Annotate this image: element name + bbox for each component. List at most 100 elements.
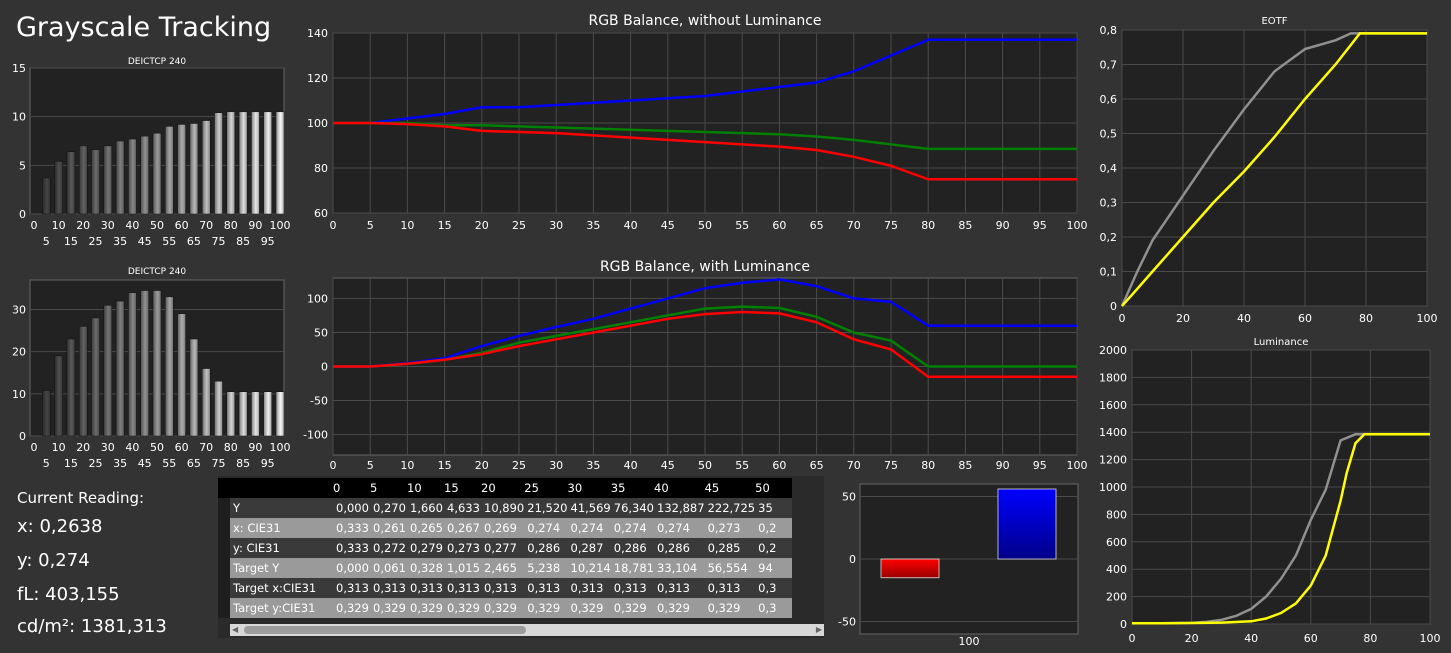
table-cell: 0,269	[481, 518, 525, 538]
chart-title: Luminance	[1254, 337, 1309, 348]
row-header-cell[interactable]	[218, 558, 230, 578]
x-tick-label: 65	[187, 457, 201, 470]
x-tick-label: 80	[1363, 632, 1377, 645]
x-tick-label: 35	[586, 219, 600, 232]
y-tick-label: 100	[307, 292, 328, 305]
x-tick-label: 70	[847, 219, 861, 232]
column-header: 50	[755, 478, 793, 498]
table-header-row: 0 5 10 15 20 25 30 35 40 45 50	[218, 478, 793, 498]
x-tick-label: 40	[1244, 632, 1258, 645]
table-cell: 4,633	[444, 498, 481, 518]
y-tick-label: 10	[12, 388, 26, 401]
row-header-cell[interactable]	[218, 498, 230, 518]
x-tick-label: 100	[1417, 312, 1438, 325]
table-cell: 0,2	[755, 518, 793, 538]
bar	[214, 380, 223, 437]
y-tick-label: 0,4	[1100, 162, 1118, 175]
table-cell: 41,569	[567, 498, 611, 518]
y-tick-label: 600	[1106, 536, 1127, 549]
x-tick-label: 10	[52, 441, 66, 454]
bar	[140, 135, 149, 215]
bar	[238, 391, 248, 437]
x-tick-label: 45	[661, 459, 675, 472]
reading-cdm2: cd/m²: 1381,313	[17, 616, 167, 637]
table-cell: 0,285	[704, 538, 756, 558]
eotf-chart: EOTF 0 0,1 0,2 0,3 0,4 0,5 0,6 0,7 0,8 0 20 40 60 80 10…	[1100, 16, 1438, 325]
x-tick-label: 80	[1359, 312, 1373, 325]
table-cell: 0,313	[610, 578, 654, 598]
x-tick-label: 75	[884, 459, 898, 472]
row-header-cell[interactable]	[218, 578, 230, 598]
column-header: 25	[524, 478, 568, 498]
chart-title: DEICTCP 240	[128, 267, 187, 277]
table-cell: 0,313	[333, 578, 370, 598]
bar	[238, 111, 248, 215]
x-tick-label: 20	[475, 219, 489, 232]
table-cell: 0,333	[333, 538, 370, 558]
table-cell: 0,061	[370, 558, 407, 578]
row-header-cell[interactable]	[218, 538, 230, 558]
x-tick-label: 15	[64, 235, 78, 248]
table-cell: 0,274	[567, 518, 611, 538]
x-tick-label: 10	[52, 219, 66, 232]
deictcp-bottom-chart: DEICTCP 240 0 10 20 30 0 10 20 30 40 50 60 70 80 90 100…	[12, 267, 291, 470]
rgb-delta-bar-chart: -50 0 50 100	[838, 483, 1079, 648]
table-cell: 5,238	[524, 558, 568, 578]
row-header-cell[interactable]	[218, 598, 230, 618]
column-header: 35	[610, 478, 654, 498]
series-line	[1131, 433, 1430, 625]
reading-fl: fL: 403,155	[17, 584, 120, 605]
x-tick-label: 50	[150, 219, 164, 232]
series-line	[1120, 32, 1427, 307]
bar	[251, 111, 260, 215]
bar	[42, 177, 51, 215]
chart-title: RGB Balance, without Luminance	[588, 13, 821, 29]
table-cell: 0,329	[524, 598, 568, 618]
x-tick-label: 40	[125, 219, 139, 232]
row-label: y: CIE31	[230, 538, 333, 558]
column-header: 45	[704, 478, 756, 498]
x-tick-label: 0	[31, 441, 38, 454]
x-tick-label: 70	[847, 459, 861, 472]
table-horizontal-scrollbar[interactable]: ◀ ▶	[230, 624, 824, 636]
table-cell: 10,214	[567, 558, 611, 578]
bar	[275, 111, 285, 215]
x-tick-label: 75	[212, 457, 226, 470]
y-tick-label: 15	[12, 62, 26, 75]
x-tick-label: 60	[175, 219, 189, 232]
x-tick-label: 20	[76, 219, 90, 232]
table-cell: 56,554	[704, 558, 756, 578]
bar	[189, 123, 199, 215]
y-tick-label: 50	[842, 491, 856, 504]
table-cell: 0,3	[755, 598, 793, 618]
table-cell: 0,261	[370, 518, 407, 538]
x-tick-label: 5	[367, 459, 374, 472]
x-tick-label: 40	[1237, 312, 1251, 325]
table-cell: 0,329	[610, 598, 654, 618]
measurement-table: 0 5 10 15 20 25 30 35 40 45 50 Y 0,000 0,2…	[218, 478, 793, 618]
table-row: Y 0,000 0,270 1,660 4,633 10,890 21,520 41,569 7…	[218, 498, 793, 518]
scrollbar-thumb[interactable]	[244, 626, 526, 634]
y-tick-label: 0,1	[1100, 266, 1118, 279]
scroll-left-arrow-icon[interactable]: ◀	[232, 625, 239, 634]
x-tick-label: 100	[959, 635, 980, 648]
y-tick-label: 5	[19, 159, 26, 172]
bar	[78, 326, 88, 437]
scroll-right-arrow-icon[interactable]: ▶	[815, 625, 822, 634]
x-tick-label: 20	[76, 441, 90, 454]
row-header-cell[interactable]	[218, 518, 230, 538]
table-cell: 2,465	[481, 558, 525, 578]
series-line	[333, 310, 1077, 378]
y-tick-label: 10	[12, 111, 26, 124]
row-label: Target y:CIE31	[230, 598, 333, 618]
table-cell: 94	[755, 558, 793, 578]
x-tick-label: 90	[996, 219, 1010, 232]
x-tick-label: 5	[367, 219, 374, 232]
x-tick-label: 60	[1298, 312, 1312, 325]
x-tick-label: 15	[64, 457, 78, 470]
x-tick-label: 25	[89, 235, 103, 248]
x-tick-label: 60	[175, 441, 189, 454]
bar	[128, 292, 137, 437]
reading-y: y: 0,274	[17, 550, 90, 571]
